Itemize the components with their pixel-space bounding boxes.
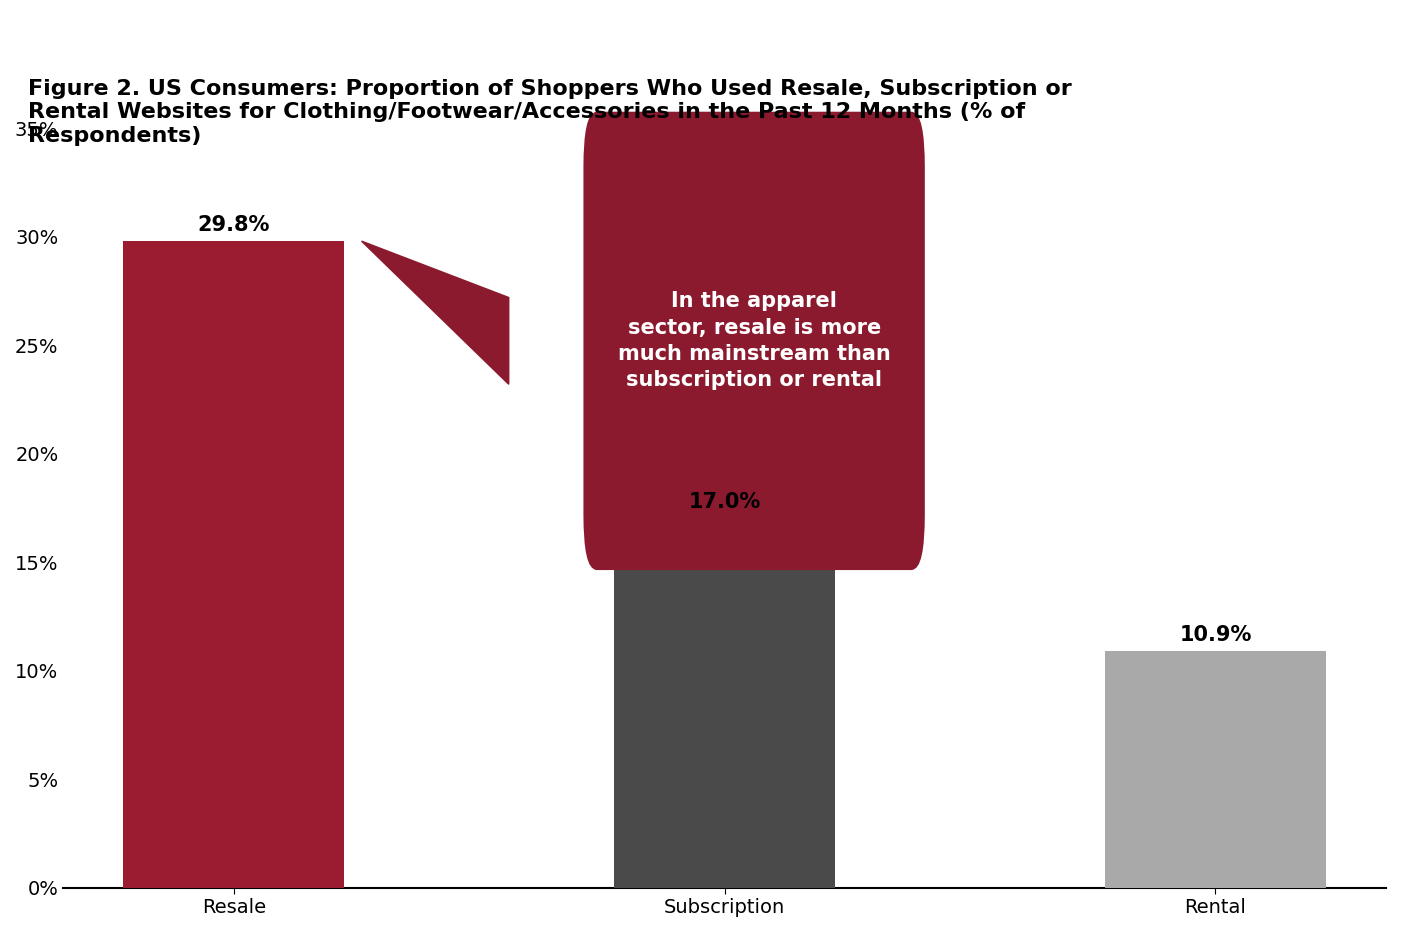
Text: 10.9%: 10.9% (1180, 624, 1251, 645)
Text: In the apparel
sector, resale is more
much mainstream than
subscription or renta: In the apparel sector, resale is more mu… (618, 292, 891, 391)
Bar (123, 241, 345, 887)
Text: Figure 2. US Consumers: Proportion of Shoppers Who Used Resale, Subscription or
: Figure 2. US Consumers: Proportion of Sh… (28, 79, 1072, 145)
Text: 17.0%: 17.0% (688, 492, 761, 513)
Bar (1105, 651, 1325, 887)
Bar (614, 519, 835, 887)
Text: 29.8%: 29.8% (198, 214, 270, 235)
FancyBboxPatch shape (584, 113, 923, 569)
Polygon shape (361, 241, 509, 384)
